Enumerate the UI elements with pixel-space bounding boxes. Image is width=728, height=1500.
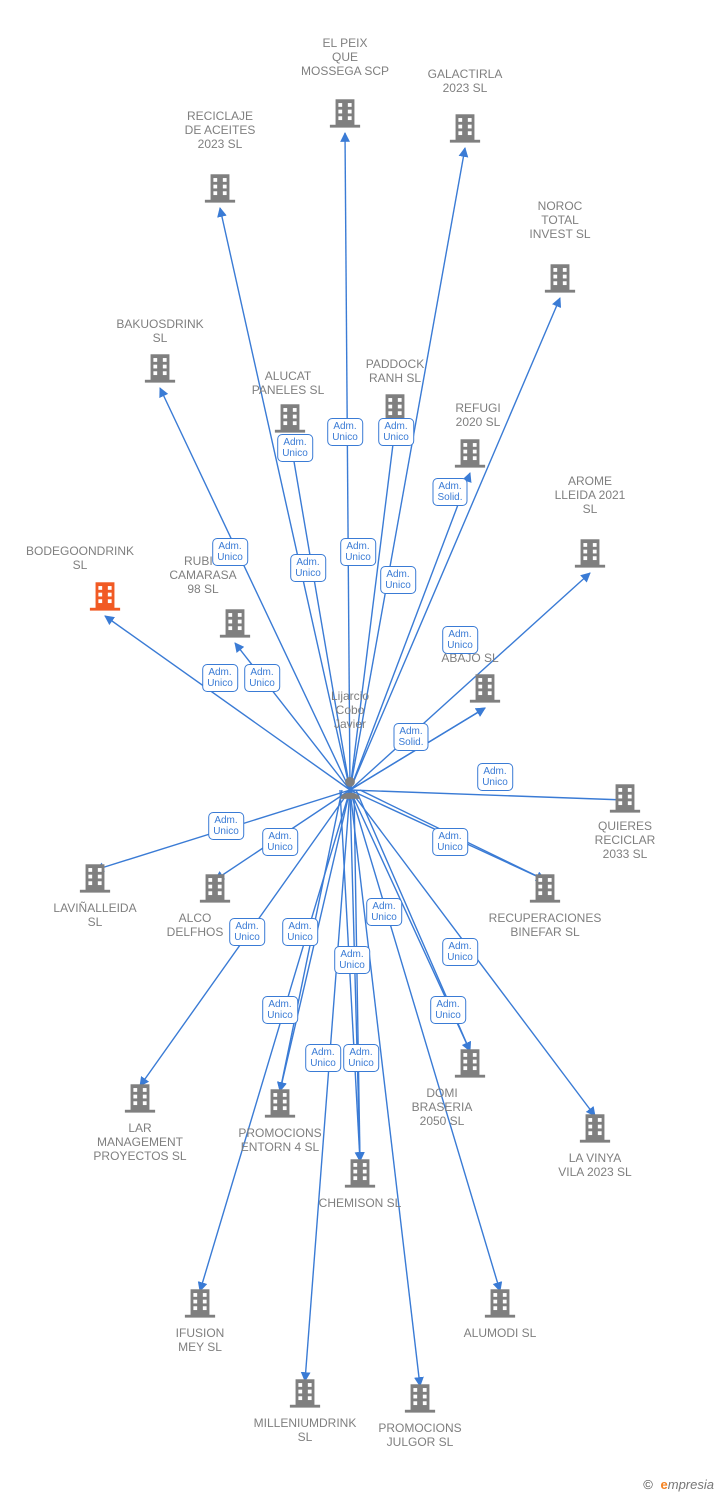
building-icon[interactable] — [468, 671, 502, 710]
edge-label: Adm. Unico — [334, 946, 370, 974]
edge-label: Adm. Unico — [212, 538, 248, 566]
edge-line — [220, 208, 350, 790]
building-icon[interactable] — [608, 781, 642, 820]
building-icon[interactable] — [198, 871, 232, 910]
building-icon[interactable] — [483, 1286, 517, 1325]
diagram-canvas — [0, 0, 728, 1500]
edge-label: Adm. Unico — [378, 418, 414, 446]
edge-label: Adm. Unico — [340, 538, 376, 566]
edge-label: Adm. Unico — [277, 434, 313, 462]
building-icon[interactable] — [403, 1381, 437, 1420]
edge-line — [345, 133, 350, 790]
building-icon[interactable] — [123, 1081, 157, 1120]
edge-label: Adm. Unico — [327, 418, 363, 446]
building-icon[interactable] — [343, 1156, 377, 1195]
edge-line — [200, 790, 350, 1291]
edge-label: Adm. Solid. — [432, 478, 467, 506]
footer-copyright: © empresia — [643, 1477, 714, 1492]
building-icon[interactable] — [453, 1046, 487, 1085]
edge-label: Adm. Unico — [262, 996, 298, 1024]
building-icon[interactable] — [573, 536, 607, 575]
edge-label: Adm. Unico — [202, 664, 238, 692]
edge-label: Adm. Unico — [229, 918, 265, 946]
building-icon[interactable] — [578, 1111, 612, 1150]
edge-label: Adm. Unico — [430, 996, 466, 1024]
edge-line — [350, 790, 420, 1386]
edge-label: Adm. Unico — [290, 554, 326, 582]
building-icon[interactable] — [543, 261, 577, 300]
edge-label: Adm. Unico — [432, 828, 468, 856]
building-icon[interactable] — [78, 861, 112, 900]
edge-line — [350, 790, 500, 1291]
edge-line — [160, 388, 350, 790]
edge-label: Adm. Unico — [477, 763, 513, 791]
edge-label: Adm. Unico — [366, 898, 402, 926]
edge-line — [290, 438, 350, 790]
building-icon[interactable] — [288, 1376, 322, 1415]
copyright-symbol: © — [643, 1477, 653, 1492]
building-icon[interactable] — [183, 1286, 217, 1325]
edge-label: Adm. Unico — [305, 1044, 341, 1072]
person-icon-center[interactable] — [337, 775, 363, 806]
building-icon[interactable] — [448, 111, 482, 150]
edge-label: Adm. Solid. — [393, 723, 428, 751]
edge-label: Adm. Unico — [442, 626, 478, 654]
brand-e: e — [661, 1477, 668, 1492]
edge-line — [350, 298, 560, 790]
building-icon[interactable] — [203, 171, 237, 210]
brand-rest: mpresia — [668, 1477, 714, 1492]
edge-line — [350, 790, 625, 800]
edge-label: Adm. Unico — [244, 664, 280, 692]
building-icon[interactable] — [88, 579, 122, 618]
building-icon[interactable] — [218, 606, 252, 645]
building-icon[interactable] — [263, 1086, 297, 1125]
edge-label: Adm. Unico — [343, 1044, 379, 1072]
building-icon[interactable] — [453, 436, 487, 475]
edge-label: Adm. Unico — [262, 828, 298, 856]
edge-label: Adm. Unico — [282, 918, 318, 946]
edge-label: Adm. Unico — [208, 812, 244, 840]
building-icon[interactable] — [328, 96, 362, 135]
edge-line — [350, 148, 465, 790]
edge-line — [305, 790, 350, 1381]
building-icon[interactable] — [528, 871, 562, 910]
edge-label: Adm. Unico — [380, 566, 416, 594]
edge-label: Adm. Unico — [442, 938, 478, 966]
building-icon[interactable] — [143, 351, 177, 390]
